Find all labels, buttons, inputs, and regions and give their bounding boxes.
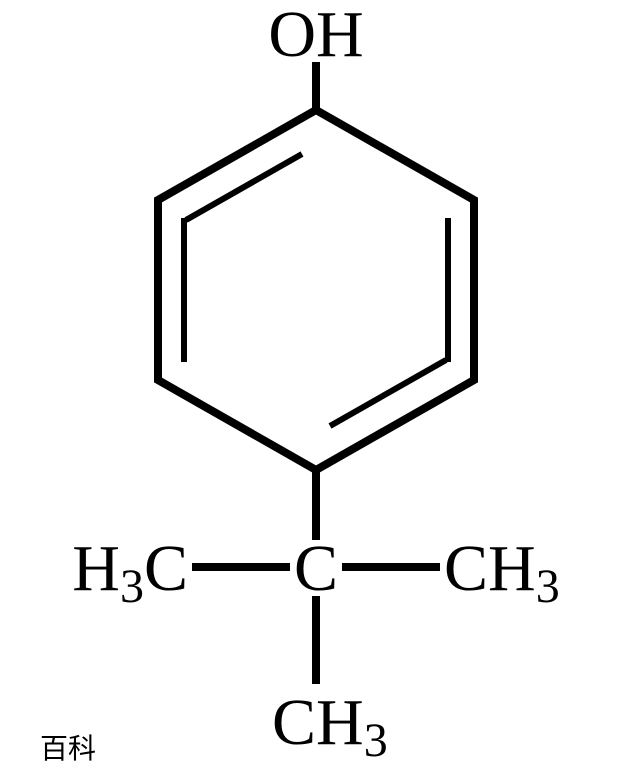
watermark-text: 百科 — [40, 733, 96, 765]
label-ch3-bottom: CH3 — [272, 686, 388, 767]
molecule-diagram: OH C H3C CH3 CH3 百科 — [0, 0, 633, 769]
label-c-center: C — [294, 532, 338, 605]
watermark: 百科 — [40, 733, 96, 765]
label-ch3-bottom-sub: 3 — [364, 714, 388, 767]
label-c-center-text: C — [294, 532, 338, 605]
label-oh-text: OH — [268, 0, 363, 71]
ring-double-bottomright — [330, 360, 446, 426]
label-h3c-left: H3C — [72, 532, 188, 613]
label-h3c-left-post: C — [144, 532, 188, 605]
label-ch3-right: CH3 — [444, 532, 560, 613]
ring-double-topleft — [186, 154, 302, 220]
label-oh: OH — [268, 0, 363, 71]
ring-outline — [158, 110, 474, 470]
label-ch3-right-sub: 3 — [536, 560, 560, 613]
label-h3c-left-pre: H — [72, 532, 120, 605]
benzene-ring — [158, 110, 474, 470]
label-ch3-right-text: CH — [444, 532, 536, 605]
label-h3c-left-sub: 3 — [120, 560, 144, 613]
label-ch3-bottom-text: CH — [272, 686, 364, 759]
